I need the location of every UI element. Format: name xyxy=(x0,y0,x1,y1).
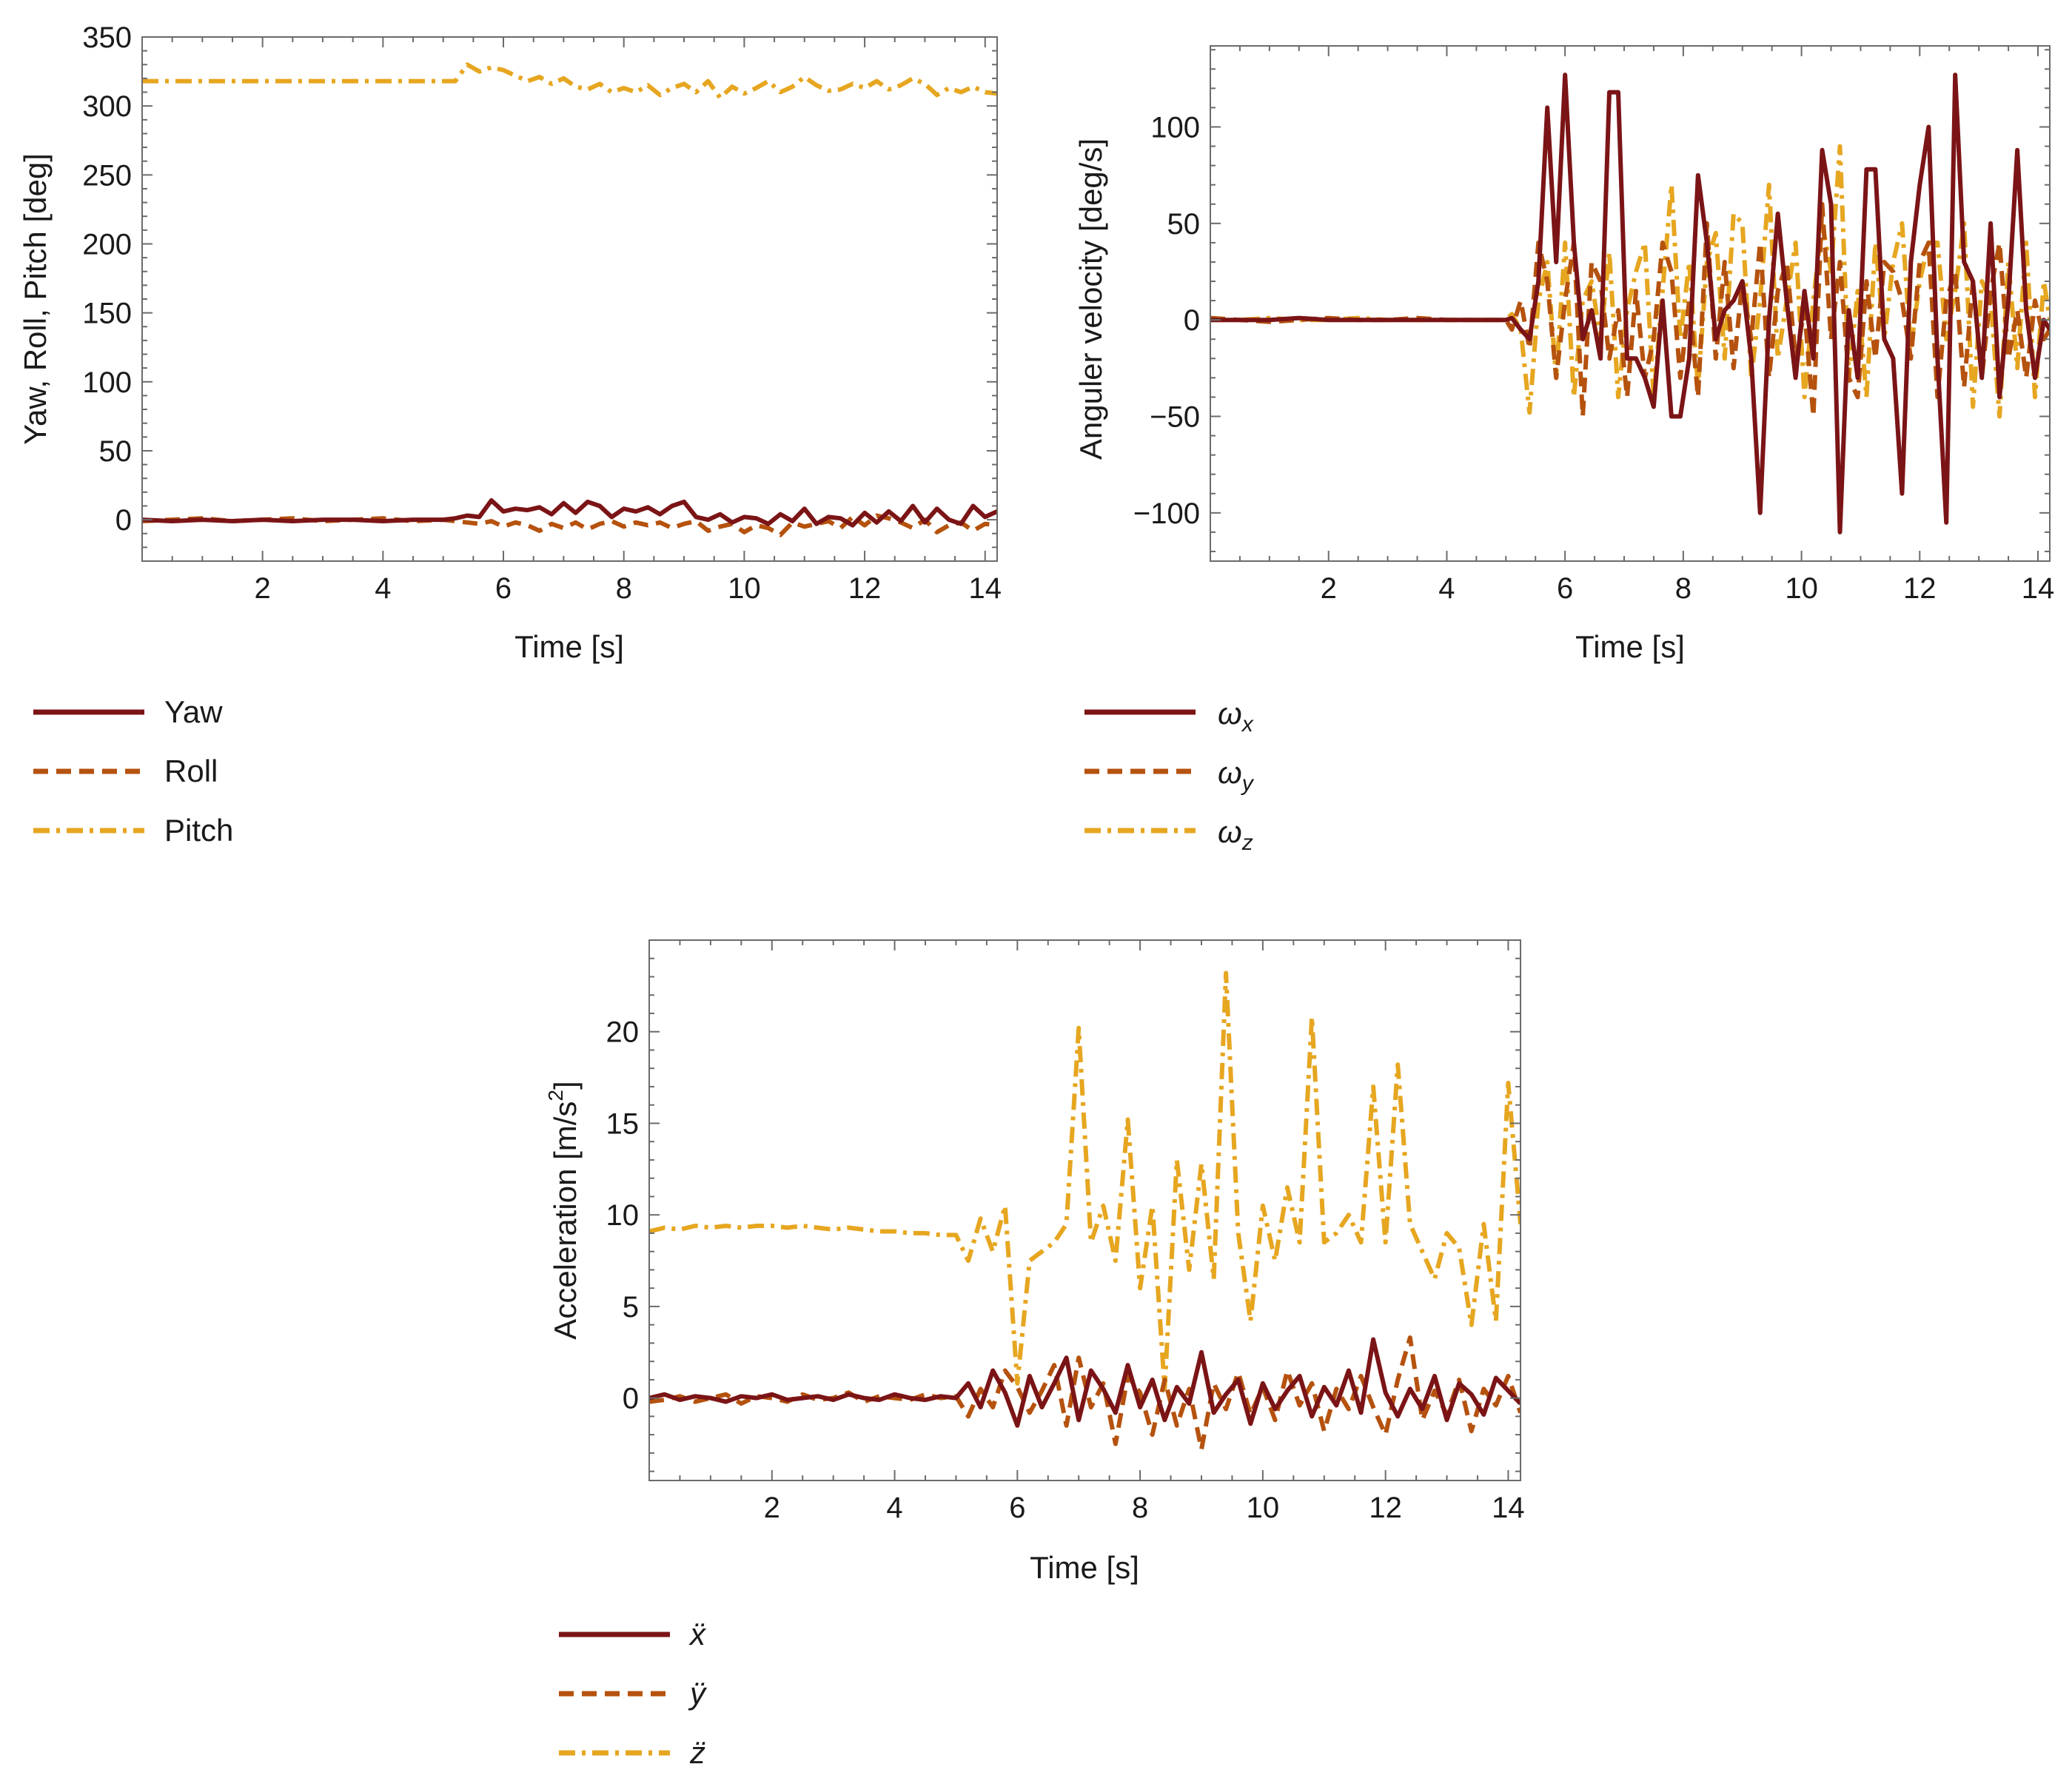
legend-label-omega-z: ωz xyxy=(1218,814,1253,855)
acceleration-x-axis-title: Time [s] xyxy=(1030,1550,1139,1585)
attitude-series-1-line xyxy=(142,498,997,528)
angular-velocity-x-axis-title: Time [s] xyxy=(1575,629,1685,664)
acceleration-series-2-line xyxy=(649,1335,1521,1452)
acceleration-y-axis-title: Acceleration [m/s2] xyxy=(544,1081,583,1339)
attitude-x-tick-label: 14 xyxy=(968,572,1002,605)
acceleration-x-tick-label: 12 xyxy=(1369,1492,1402,1524)
attitude-y-tick-label: 250 xyxy=(82,159,132,192)
acceleration-y-tick-label: 15 xyxy=(606,1107,640,1140)
legend-label-roll: Roll xyxy=(164,754,218,788)
angular-velocity-legend: ωx ωy ωz xyxy=(1084,696,1255,855)
angular-velocity-series-2-line xyxy=(1210,201,2050,419)
attitude-x-tick-label: 10 xyxy=(728,572,761,605)
attitude-y-tick-label: 50 xyxy=(99,435,133,468)
attitude-y-tick-label: 200 xyxy=(82,228,132,261)
attitude-y-tick-label: 0 xyxy=(115,504,132,537)
legend-label-z-ddot: z̈ xyxy=(689,1735,705,1770)
angular-velocity-x-tick-label: 4 xyxy=(1438,572,1455,605)
acceleration-y-tick-label: 0 xyxy=(623,1383,639,1415)
acceleration-plot-frame xyxy=(648,939,1521,1481)
acceleration-series-1-line xyxy=(649,1337,1521,1428)
angular-velocity-y-tick-label: 50 xyxy=(1167,208,1201,241)
legend-label-x-ddot: ẍ xyxy=(688,1617,707,1651)
attitude-y-tick-label: 100 xyxy=(82,366,132,399)
acceleration-x-tick-label: 14 xyxy=(1492,1492,1525,1524)
angular-velocity-x-tick-label: 14 xyxy=(2022,572,2055,605)
angular-velocity-series-3-line xyxy=(1210,144,2050,419)
attitude-x-tick-label: 4 xyxy=(375,572,391,605)
attitude-series-3-line xyxy=(142,62,997,100)
acceleration-x-tick-label: 4 xyxy=(886,1492,902,1524)
acceleration-y-tick-label: 20 xyxy=(606,1016,640,1049)
attitude-y-tick-label: 350 xyxy=(82,21,132,54)
acceleration-legend: ẍ ÿ z̈ xyxy=(559,1617,708,1770)
angular-velocity-x-tick-label: 8 xyxy=(1675,572,1692,605)
angular-velocity-y-axis-title: Anguler velocity [deg/s] xyxy=(1073,138,1108,460)
attitude-plot-frame xyxy=(141,36,998,562)
angular-velocity-series-1-line xyxy=(1210,73,2050,534)
angular-velocity-x-tick-label: 10 xyxy=(1785,572,1818,605)
acceleration-x-tick-label: 8 xyxy=(1132,1492,1148,1524)
attitude-x-tick-label: 8 xyxy=(616,572,632,605)
acceleration-y-tick-label: 5 xyxy=(623,1291,639,1324)
acceleration-series-3-line xyxy=(649,970,1521,1392)
angular-velocity-x-tick-label: 12 xyxy=(1903,572,1937,605)
angular-velocity-y-tick-label: −50 xyxy=(1150,400,1200,433)
attitude-chart: 2 4 6 8 10 12 14 0 50 100 150 200 250 300 350 Time [s]… xyxy=(18,21,1002,664)
legend-label-y-ddot: ÿ xyxy=(688,1676,708,1711)
angular-velocity-y-tick-label: 0 xyxy=(1184,304,1200,337)
acceleration-x-tick-label: 10 xyxy=(1247,1492,1280,1524)
angular-velocity-y-tick-label: 100 xyxy=(1150,111,1200,144)
attitude-y-tick-label: 150 xyxy=(82,298,132,330)
legend-label-omega-x: ωx xyxy=(1218,696,1254,737)
acceleration-x-tick-label: 6 xyxy=(1009,1492,1025,1524)
acceleration-x-tick-label: 2 xyxy=(764,1492,780,1524)
angular-velocity-y-tick-label: −100 xyxy=(1133,497,1200,530)
acceleration-y-tick-label: 10 xyxy=(606,1199,640,1232)
attitude-x-tick-label: 12 xyxy=(848,572,882,605)
attitude-legend: Yaw Roll Pitch xyxy=(33,694,233,848)
legend-label-pitch: Pitch xyxy=(164,813,233,848)
angular-velocity-x-tick-label: 6 xyxy=(1557,572,1573,605)
angular-velocity-chart: 2 4 6 8 10 12 14 −100 −50 0 50 100 Time [s] Anguler… xyxy=(1073,45,2055,664)
attitude-x-tick-label: 6 xyxy=(495,572,512,605)
attitude-y-axis-title: Yaw, Roll, Pitch [deg] xyxy=(18,153,53,445)
attitude-y-tick-label: 300 xyxy=(82,90,132,123)
legend-label-omega-y: ωy xyxy=(1218,755,1255,796)
angular-velocity-plot-frame xyxy=(1210,45,2051,562)
attitude-x-tick-label: 2 xyxy=(255,572,271,605)
attitude-x-axis-title: Time [s] xyxy=(514,629,624,664)
legend-label-yaw: Yaw xyxy=(164,694,223,729)
angular-velocity-x-tick-label: 2 xyxy=(1321,572,1337,605)
acceleration-chart: 2 4 6 8 10 12 14 0 5 10 15 20 Time [s] Acceleration… xyxy=(544,939,1525,1585)
